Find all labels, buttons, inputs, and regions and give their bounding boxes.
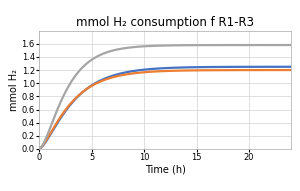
mmol Rxn3 bbox=[37, 148, 41, 150]
mmol Rxn1 bbox=[289, 66, 293, 68]
mmol Rxn2 bbox=[244, 69, 247, 71]
mmol Rxn1 bbox=[37, 148, 41, 150]
mmol Rxn1 bbox=[244, 66, 247, 68]
mmol Rxn1 bbox=[174, 66, 177, 69]
mmol Rxn2 bbox=[158, 70, 162, 72]
mmol Rxn3 bbox=[158, 45, 162, 47]
Line: mmol Rxn3: mmol Rxn3 bbox=[39, 45, 291, 149]
mmol Rxn2 bbox=[174, 70, 177, 72]
mmol Rxn1 bbox=[187, 66, 191, 68]
mmol Rxn1 bbox=[283, 66, 287, 68]
mmol Rxn2 bbox=[37, 148, 41, 150]
mmol Rxn3 bbox=[283, 44, 287, 46]
mmol Rxn2 bbox=[289, 69, 293, 71]
Y-axis label: mmol H₂: mmol H₂ bbox=[9, 69, 19, 111]
Title: mmol H₂ consumption f R1-R3: mmol H₂ consumption f R1-R3 bbox=[76, 16, 254, 29]
mmol Rxn1 bbox=[158, 67, 162, 70]
mmol Rxn2 bbox=[157, 70, 160, 72]
mmol Rxn1 bbox=[157, 67, 160, 70]
mmol Rxn3 bbox=[187, 44, 191, 46]
mmol Rxn3 bbox=[244, 44, 247, 46]
mmol Rxn2 bbox=[187, 69, 191, 72]
Line: mmol Rxn2: mmol Rxn2 bbox=[39, 70, 291, 149]
mmol Rxn3 bbox=[157, 45, 160, 47]
mmol Rxn3 bbox=[174, 44, 177, 46]
mmol Rxn3 bbox=[289, 44, 293, 46]
X-axis label: Time (h): Time (h) bbox=[145, 165, 185, 175]
mmol Rxn2 bbox=[283, 69, 287, 71]
Line: mmol Rxn1: mmol Rxn1 bbox=[39, 67, 291, 149]
